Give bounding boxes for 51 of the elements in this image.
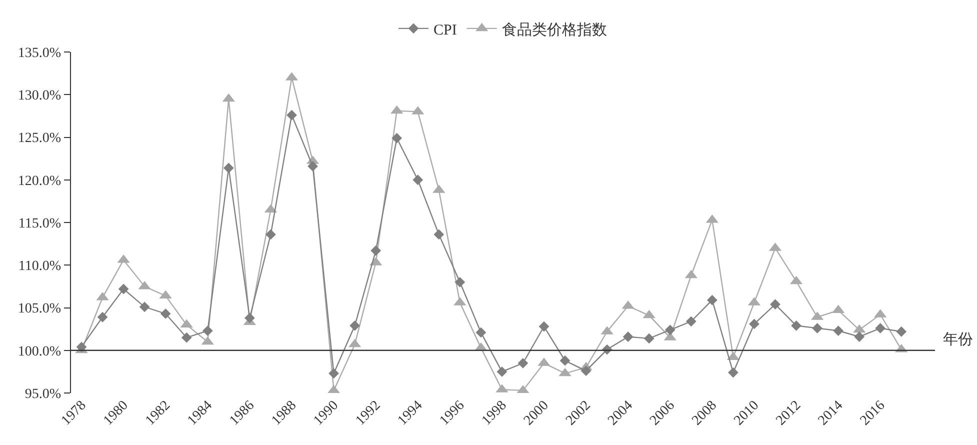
point	[538, 321, 550, 332]
point	[664, 324, 676, 336]
point	[286, 110, 297, 120]
point	[560, 355, 570, 366]
point	[496, 366, 508, 377]
legend-label: CPI	[434, 22, 457, 38]
point	[139, 302, 150, 312]
point	[749, 318, 760, 330]
y-tick-label: 130.0%	[18, 88, 62, 104]
y-tick-label: 115.0%	[18, 216, 62, 232]
point	[434, 229, 444, 240]
point	[728, 367, 738, 378]
point	[181, 332, 192, 343]
point	[223, 162, 234, 174]
point	[97, 312, 108, 322]
point	[854, 332, 865, 342]
point	[350, 320, 360, 331]
point	[160, 308, 171, 319]
y-tick-label: 135.0%	[18, 46, 62, 61]
point	[812, 323, 822, 334]
point	[118, 284, 129, 294]
point	[76, 342, 87, 352]
point	[476, 327, 486, 338]
y-tick-label: 100.0%	[18, 344, 62, 360]
x-axis-title: 年份	[943, 331, 973, 348]
point	[580, 366, 592, 376]
point	[202, 326, 213, 336]
point	[518, 358, 528, 368]
legend-label: 食品类价格指数	[502, 21, 607, 38]
point	[328, 368, 339, 379]
point	[833, 326, 844, 336]
point	[791, 320, 802, 331]
point	[622, 332, 634, 342]
point	[308, 161, 318, 172]
point	[392, 132, 402, 144]
point	[706, 294, 718, 306]
point	[875, 323, 886, 334]
point	[454, 276, 466, 288]
point	[244, 312, 255, 324]
point	[686, 316, 696, 327]
y-tick-label: 95.0%	[24, 386, 62, 402]
point	[370, 245, 382, 256]
point	[412, 174, 424, 186]
point	[266, 229, 276, 240]
y-tick-label: 120.0%	[18, 174, 62, 189]
point	[896, 326, 907, 337]
y-tick-label: 110.0%	[18, 259, 62, 274]
point	[770, 299, 780, 310]
y-tick-label: 105.0%	[18, 302, 62, 317]
point	[644, 333, 654, 344]
y-tick-label: 125.0%	[18, 131, 62, 146]
